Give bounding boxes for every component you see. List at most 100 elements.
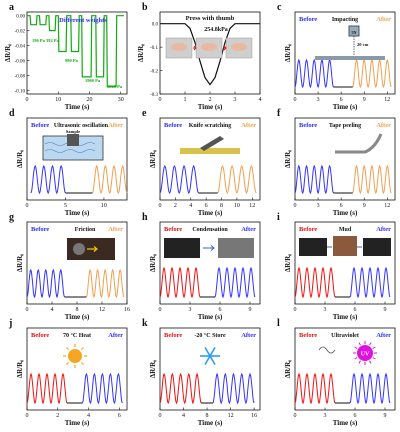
x-tick-label-c: 6 xyxy=(340,97,343,103)
plot-frame-h xyxy=(159,221,261,305)
series-line-f xyxy=(294,164,334,195)
legend-before-j: Before xyxy=(31,332,49,339)
uv-icon xyxy=(357,345,373,361)
plot-frame-c xyxy=(294,11,396,95)
series-line-c xyxy=(294,58,334,89)
y-tick-label-b: -0.1 xyxy=(150,46,158,51)
x-tick-label-l: 0 xyxy=(294,413,297,419)
plot-frame-g xyxy=(26,221,128,305)
series-line-e xyxy=(159,164,199,195)
x-tick-label-k: 16 xyxy=(251,413,257,419)
panel-title-b: Press with thumb xyxy=(186,15,235,22)
series-line-c xyxy=(352,58,392,89)
y-axis-label-b: ΔR/R₀ xyxy=(137,44,145,63)
panel-title-g: Friction xyxy=(75,227,96,233)
plot-frame-k xyxy=(159,327,261,411)
panel-label-f: f xyxy=(277,108,281,119)
sun-ray xyxy=(66,361,70,365)
panel-label-c: c xyxy=(277,2,282,13)
sample-strip-icon xyxy=(318,346,336,354)
x-tick-label-g: 8 xyxy=(76,307,79,313)
x-axis-label-e: Time (s) xyxy=(198,209,223,217)
y-axis-label-l: ΔR/R₀ xyxy=(284,360,292,379)
x-tick-label-g: 16 xyxy=(124,307,130,313)
series-line-i xyxy=(349,266,391,299)
tape-icon xyxy=(335,133,383,154)
legend-before-d: Before xyxy=(31,122,49,129)
x-tick-label-j: 4 xyxy=(87,413,90,419)
wave-icon xyxy=(44,149,96,153)
series-line-g xyxy=(85,268,125,299)
plot-frame-i xyxy=(294,221,396,305)
x-axis-label-f: Time (s) xyxy=(333,209,358,217)
x-tick-label-a: 0 xyxy=(26,97,29,103)
x-tick-label-c: 0 xyxy=(294,97,297,103)
x-axis-label-l: Time (s) xyxy=(333,419,358,427)
arrow-icon xyxy=(193,45,197,51)
legend-after-g: After xyxy=(108,226,123,233)
y-axis-label-a: ΔR/R₀ xyxy=(4,44,12,63)
snowflake-icon xyxy=(204,355,211,366)
x-tick-label-c: 3 xyxy=(317,97,320,103)
y-axis-label-j: ΔR/R₀ xyxy=(16,360,24,379)
series-line-e xyxy=(217,164,257,195)
pressure-label: 3920 Pa xyxy=(107,84,123,89)
x-tick-label-d: 0 xyxy=(26,203,29,209)
snowflake-icon xyxy=(209,346,216,357)
panel-title-j: 70 °C Heat xyxy=(63,332,91,339)
x-tick-label-d: 10 xyxy=(101,203,107,209)
plot-frame-j xyxy=(26,327,128,411)
legend-after-k: After xyxy=(241,332,256,339)
thumb-icon xyxy=(201,43,217,51)
x-tick-label-d: 5 xyxy=(64,203,67,209)
legend-after-d: After xyxy=(108,122,123,129)
plot-frame-d xyxy=(26,117,128,201)
uv-ray xyxy=(369,360,372,364)
x-tick-label-e: 2 xyxy=(174,203,177,209)
panel-label-d: d xyxy=(9,108,15,119)
pressure-label: 980 Pa xyxy=(65,58,79,63)
x-tick-label-e: 8 xyxy=(220,203,223,209)
x-tick-label-h: 3 xyxy=(189,307,192,313)
x-axis-label-h: Time (s) xyxy=(198,313,223,321)
sample-before-photo xyxy=(299,238,327,256)
x-tick-label-h: 6 xyxy=(219,307,222,313)
y-tick-label-a: -0.06 xyxy=(15,59,26,64)
legend-after-f: After xyxy=(376,122,391,129)
series-line-k xyxy=(212,372,255,405)
series-line-j xyxy=(81,372,123,405)
x-tick-label-k: 0 xyxy=(159,413,162,419)
x-tick-label-l: 9 xyxy=(384,413,387,419)
y-axis-label-e: ΔR/R₀ xyxy=(149,150,157,169)
x-tick-label-k: 4 xyxy=(182,413,185,419)
series-line-h xyxy=(214,266,256,299)
uv-ray xyxy=(369,342,372,346)
x-tick-label-j: 2 xyxy=(56,413,59,419)
panel-title-f: Tape peeling xyxy=(329,123,361,129)
series-line-f xyxy=(352,164,392,195)
x-tick-label-f: 0 xyxy=(294,203,297,209)
y-axis-label-g: ΔR/R₀ xyxy=(16,254,24,273)
y-tick-label-a: -0.04 xyxy=(15,45,26,50)
y-axis-label-h: ΔR/R₀ xyxy=(149,254,157,273)
x-tick-label-i: 0 xyxy=(294,307,297,313)
panel-label-k: k xyxy=(142,318,148,329)
x-tick-label-h: 0 xyxy=(159,307,162,313)
x-tick-label-c: 9 xyxy=(363,97,366,103)
y-axis-label-f: ΔR/R₀ xyxy=(284,150,292,169)
y-tick-label-a: 0.00 xyxy=(16,15,25,20)
series-line-i xyxy=(294,266,336,299)
legend-before-k: Before xyxy=(164,332,182,339)
panel-label-i: i xyxy=(277,212,280,223)
mud-photo xyxy=(333,236,357,256)
x-tick-label-i: 3 xyxy=(324,307,327,313)
sample-icon xyxy=(67,134,79,146)
x-tick-label-f: 3 xyxy=(317,203,320,209)
sample-after-photo xyxy=(218,238,254,258)
legend-after-h: After xyxy=(241,226,256,233)
series-line-d xyxy=(91,164,128,195)
y-tick-label-a: -0.08 xyxy=(15,74,26,79)
pressure-label: 1960 Pa xyxy=(85,78,101,83)
arrow-icon xyxy=(223,45,227,51)
